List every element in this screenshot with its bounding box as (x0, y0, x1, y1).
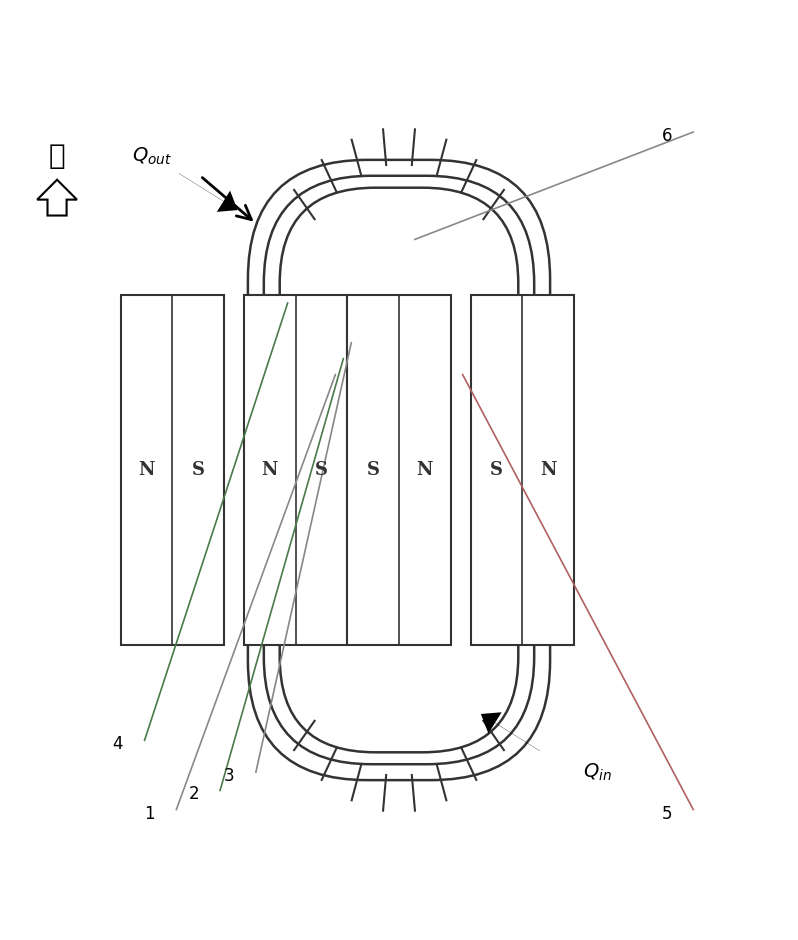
Text: 1: 1 (144, 805, 155, 822)
Bar (120, 295, 224, 645)
Text: N: N (417, 461, 433, 479)
Bar (244, 295, 347, 645)
Bar (471, 295, 574, 645)
Text: S: S (315, 461, 328, 479)
Text: 6: 6 (662, 127, 672, 145)
Text: S: S (192, 461, 205, 479)
Text: 2: 2 (188, 786, 199, 804)
Text: N: N (262, 461, 278, 479)
Text: N: N (138, 461, 155, 479)
FancyBboxPatch shape (280, 188, 518, 752)
Text: $Q_{in}$: $Q_{in}$ (583, 761, 612, 783)
Text: S: S (366, 461, 380, 479)
Text: 5: 5 (662, 805, 672, 822)
Text: N: N (540, 461, 556, 479)
FancyBboxPatch shape (248, 160, 550, 780)
Text: S: S (490, 461, 503, 479)
Text: 3: 3 (224, 767, 235, 785)
Text: 上: 上 (49, 142, 65, 170)
Text: $Q_{out}$: $Q_{out}$ (132, 146, 172, 166)
Polygon shape (38, 180, 77, 215)
FancyBboxPatch shape (264, 176, 534, 764)
Bar (347, 295, 451, 645)
Text: 4: 4 (113, 735, 123, 753)
